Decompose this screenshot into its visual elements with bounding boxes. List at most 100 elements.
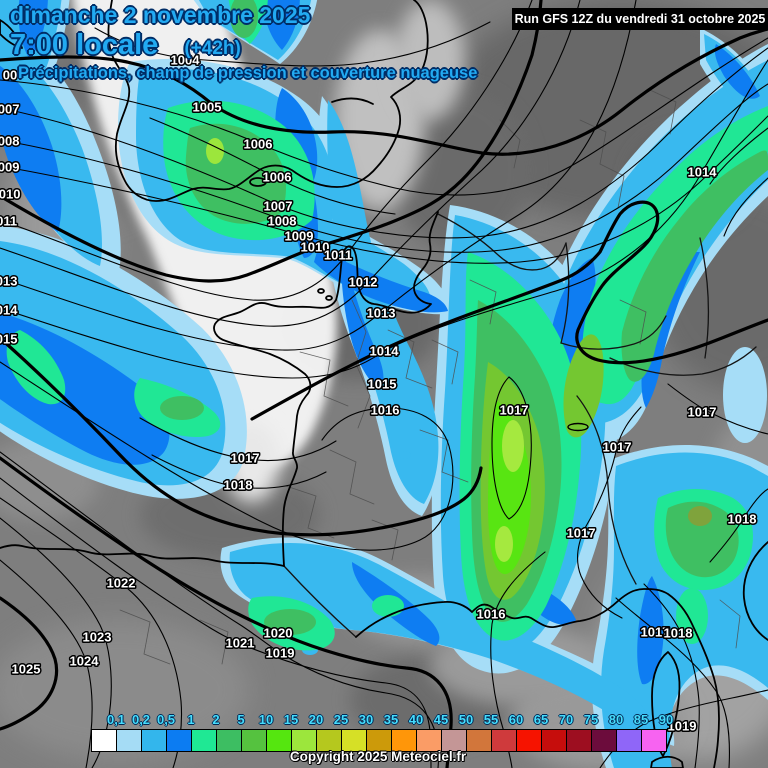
admin-border-layer [119, 89, 741, 665]
time-title: 7:00 locale (+42h) [10, 29, 241, 62]
legend-label: 70 [558, 712, 574, 727]
legend-swatch [642, 730, 666, 751]
pressure-label: 1022 [107, 576, 136, 591]
legend-label: 0,5 [156, 712, 176, 727]
pressure-label: 1017 [641, 625, 670, 640]
legend-swatch [367, 730, 392, 751]
pressure-label: 1005 [193, 100, 222, 115]
pressure-label: 1014 [0, 303, 18, 318]
pressure-label: 1008 [268, 214, 297, 229]
legend-swatch [192, 730, 217, 751]
legend-swatch [417, 730, 442, 751]
legend-label: 85 [633, 712, 649, 727]
pressure-label: 1014 [688, 165, 718, 180]
legend-label: 20 [308, 712, 324, 727]
pressure-label: 1007 [264, 199, 293, 214]
pressure-label: 00 [3, 68, 17, 83]
legend-swatch [392, 730, 417, 751]
legend-swatch [542, 730, 567, 751]
pressure-label: 1015 [0, 332, 17, 347]
pressure-label: 1017 [500, 403, 529, 418]
pressure-label: 1014 [370, 344, 400, 359]
legend-label: 15 [283, 712, 299, 727]
legend-swatch [142, 730, 167, 751]
pressure-label: 1023 [83, 630, 112, 645]
copyright-text: Copyright 2025 Meteociel.fr [289, 749, 467, 764]
pressure-label: 1017 [231, 451, 260, 466]
legend-label: 35 [383, 712, 399, 727]
legend-swatch [342, 730, 367, 751]
pressure-label-layer: 0010041005100610061007100810091010101110… [0, 51, 758, 735]
legend-label: 45 [433, 712, 449, 727]
pressure-label: 1018 [224, 478, 253, 493]
pressure-label: 1024 [70, 654, 100, 669]
pressure-label: 1025 [12, 662, 41, 677]
run-info-box: Run GFS 12Z du vendredi 31 octobre 2025 [512, 8, 768, 30]
legend-label: 25 [333, 712, 349, 727]
legend-label: 80 [608, 712, 624, 727]
legend-label: 5 [237, 712, 245, 727]
pressure-label: 1020 [264, 626, 293, 641]
pressure-label: 1017 [567, 526, 596, 541]
legend-label: 75 [583, 712, 599, 727]
legend-label: 30 [358, 712, 374, 727]
legend-label: 0,2 [131, 712, 151, 727]
legend-swatch [492, 730, 517, 751]
pressure-label: 1008 [0, 134, 19, 149]
pressure-label: 1007 [0, 102, 19, 117]
legend-swatch [242, 730, 267, 751]
date-title: dimanche 2 novembre 2025 [10, 2, 311, 28]
legend-label: 1 [187, 712, 195, 727]
pressure-label: 1021 [226, 636, 255, 651]
pressure-label: 1010 [301, 240, 330, 255]
pressure-label: 1006 [244, 137, 273, 152]
pressure-label: 1010 [0, 187, 20, 202]
pressure-label: 1013 [0, 274, 17, 289]
legend-label: 0,1 [106, 712, 126, 727]
pressure-label: 1009 [0, 160, 19, 175]
legend-swatch [617, 730, 642, 751]
pressure-label: 1013 [367, 306, 396, 321]
legend-swatch [117, 730, 142, 751]
pressure-label: 1004 [171, 53, 201, 68]
pressure-label: 1017 [688, 405, 717, 420]
legend-swatch [267, 730, 292, 751]
legend-label: 40 [408, 712, 424, 727]
forecast-offset-label: (+42h) [184, 38, 241, 59]
legend-label: 90 [658, 712, 674, 727]
pressure-label: 1012 [349, 275, 378, 290]
pressure-label: 1009 [285, 229, 314, 244]
map-subtitle: Précipitations, champ de pression et cou… [18, 64, 478, 82]
run-info-text: Run GFS 12Z du vendredi 31 octobre 2025 [514, 12, 766, 26]
legend-swatch [567, 730, 592, 751]
legend-swatch [217, 730, 242, 751]
pressure-label: 1011 [0, 214, 17, 229]
legend-swatch [442, 730, 467, 751]
legend-swatches [91, 729, 667, 752]
pressure-label: 1018 [728, 512, 757, 527]
pressure-label: 1016 [477, 607, 506, 622]
pressure-label: 1006 [263, 170, 292, 185]
pressure-label: 1018 [664, 626, 693, 641]
pressure-label: 1015 [368, 377, 397, 392]
legend-swatch [467, 730, 492, 751]
pressure-label: 1019 [266, 646, 295, 661]
legend-label: 2 [212, 712, 220, 727]
legend-label: 10 [258, 712, 274, 727]
local-time-label: 7:00 locale [10, 29, 159, 61]
legend-swatch [517, 730, 542, 751]
legend-labels: 0,1 0,2 0,5 1 2 5 10 15 20 25 30 35 40 45 50 55 60 65 70 75… [0, 712, 768, 727]
pressure-label: 1017 [603, 440, 632, 455]
legend-swatch [167, 730, 192, 751]
legend-swatch [92, 730, 117, 751]
legend-swatch [592, 730, 617, 751]
legend-label: 60 [508, 712, 524, 727]
legend-swatch [317, 730, 342, 751]
legend-swatch [292, 730, 317, 751]
legend-label: 55 [483, 712, 499, 727]
legend-label: 65 [533, 712, 549, 727]
